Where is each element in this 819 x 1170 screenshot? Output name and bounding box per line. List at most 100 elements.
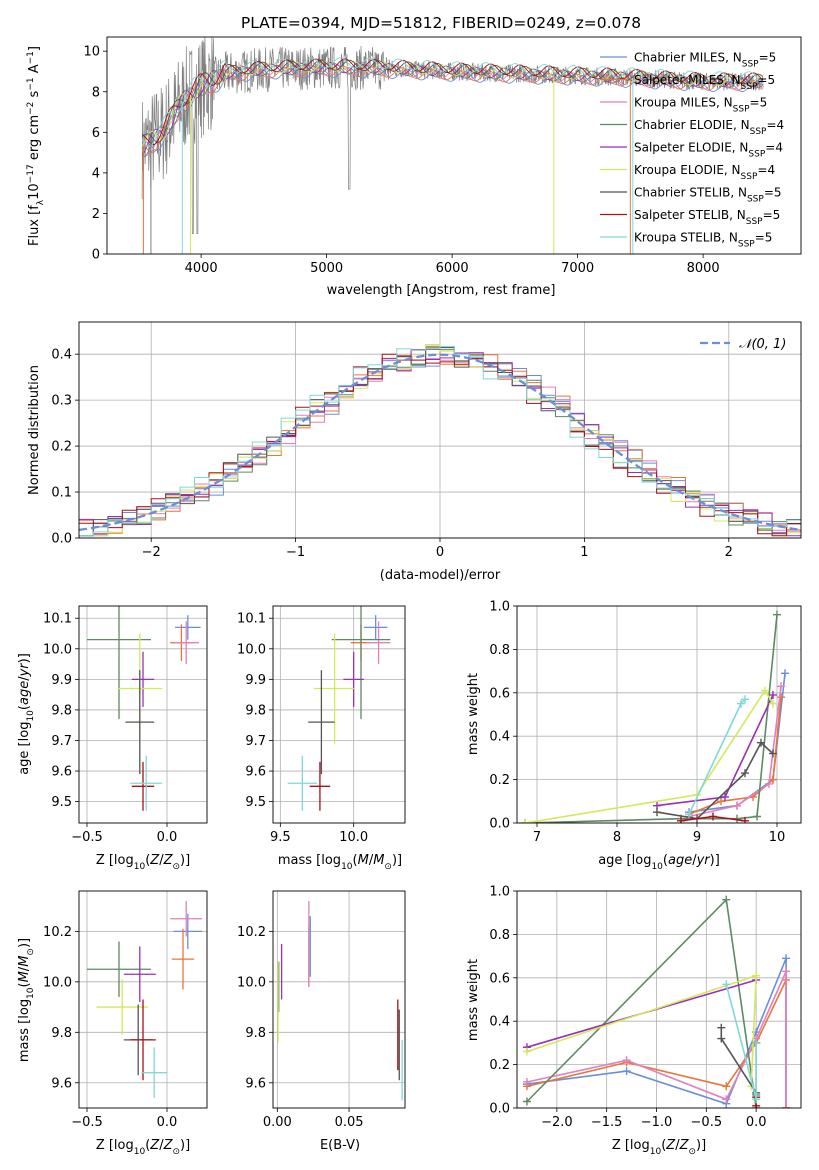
age_vs_Z-plot [87,606,201,811]
x-tick-label: −0.5 [691,1115,723,1130]
y-tick-label: 2 [92,207,100,222]
weight-marker [733,801,741,810]
normal-reference-line [79,353,801,532]
x-axis-label: (data-model)/error [380,568,501,583]
weight-line [524,614,778,823]
legend-label-part: =5 [757,73,775,87]
legend-label-part: SSP [738,240,755,250]
x-axis-label-part: ( [353,853,358,868]
y-axis-label-part: mass [log [17,999,32,1062]
axes-frame [78,605,208,824]
weight-marker [653,808,661,817]
x-axis-label-part: mass [log [278,853,341,868]
weight-marker [685,810,693,819]
x-axis-label-part: )] [710,853,720,868]
x-axis-label-part: / [369,853,374,868]
x-tick-label: 10.0 [339,830,368,845]
x-axis-label-part: ⊙ [384,862,392,872]
y-axis-label-part: s [27,90,42,101]
x-axis-label-part: / [675,1138,680,1153]
x-tick-label: −0.5 [71,830,103,845]
legend-label-part: =5 [763,208,781,222]
x-tick-label: −1.0 [641,1115,673,1130]
y-axis-label-part: / [17,966,32,971]
y-tick-label: 10.1 [237,612,266,627]
y-tick-label: 0.6 [489,971,510,986]
y-tick-label: 4 [92,166,100,181]
y-tick-label: 9.6 [245,765,266,780]
weight-marker [777,693,785,702]
weight-marker [769,749,777,758]
x-axis-label-part: )] [392,853,402,868]
y-axis-label-part: ( [17,982,32,987]
model-spectrum-line [141,58,763,145]
age_vs_mass-axes: 9.5 10.0 9.5 9.6 9.7 9.8 9.9 10.0 10.1 [237,606,405,845]
y-tick-label: 9.5 [245,795,266,810]
x-tick-label: 0.0 [157,1115,178,1130]
axes-frame [516,605,802,824]
x-axis-label-part: age [log [598,853,651,868]
x-tick-label: 0.05 [335,1115,364,1130]
weight-marker [717,1023,726,1032]
weight-marker [737,699,745,708]
legend-label-part: =5 [759,51,777,65]
weight-marker [769,690,777,699]
x-axis-label-part: Z [log [612,1138,650,1153]
y-tick-label: 9.8 [245,1026,266,1041]
weight-marker [522,1077,531,1086]
y-tick-label: 0.2 [489,1058,510,1073]
residuals-axes: −2 −1 0 1 2 0.0 0.1 0.2 0.3 0.4 [51,322,801,560]
x-axis-label: Z [log10(Z/Z⊙)] [96,1138,190,1157]
x-axis-label-part: 10 [650,1147,662,1157]
x-axis-label: Z [log10(Z/Z⊙)] [96,853,190,872]
y-axis-label: Flux [fλ10−17 erg cm−2 s−1 A−1] [26,46,46,246]
y-axis-label: mass weight [466,959,481,1041]
y-axis-label-part: M [17,956,32,967]
y-tick-label: 10.2 [43,925,72,940]
x-axis-label: age [log10(age/yr)] [598,853,720,872]
y-tick-label: 9.7 [51,734,72,749]
legend-label: 𝒩(0, 1) [739,337,786,352]
weight-marker [717,1034,726,1043]
x-tick-label: −2 [142,545,161,560]
model-spectrum-line [141,57,763,148]
legend-label: Chabrier MILES, NSSP=5 [634,51,776,70]
y-tick-label: 0.2 [489,773,510,788]
weight-marker [752,1095,761,1104]
weight-marker [753,812,761,821]
y-tick-label: 10.2 [237,925,266,940]
x-tick-label: 5000 [310,261,343,276]
x-axis-label-part: / [159,853,164,868]
y-tick-label: 9.8 [51,1026,72,1041]
legend-label-part: =5 [750,96,768,110]
weight-marker [622,1067,631,1076]
legend-label: Chabrier STELIB, NSSP=5 [634,186,782,205]
y-axis-label-part: 10 [26,987,36,999]
y-tick-label: 10 [83,45,100,60]
x-axis-label: E(B-V) [320,1138,360,1153]
x-axis-label-part: Z [163,853,174,868]
y-tick-label: 0.0 [489,817,510,832]
y-tick-label: 9.6 [245,1076,266,1091]
y-tick-label: 0.0 [489,1102,510,1117]
y-tick-label: 10.1 [43,612,72,627]
weight-marker [769,699,777,708]
x-axis-label: Z [log10(Z/Z⊙)] [612,1138,706,1157]
x-tick-label: −0.5 [71,1115,103,1130]
y-tick-label: 9.8 [245,703,266,718]
weight-marker [722,1082,731,1091]
y-tick-label: 10.0 [43,975,72,990]
y-axis-label: mass [log10(M/M⊙)] [17,938,36,1062]
legend-label-part: SSP [741,172,758,182]
y-axis-label-part: M [17,971,32,982]
axes-frame [272,605,406,824]
weight-marker [757,738,765,747]
mass_vs_Z-axes: −0.5 0.0 9.6 9.8 10.0 10.2 [43,891,207,1130]
legend-label-part: =4 [757,163,775,177]
x-axis-label: mass [log10(M/M⊙)] [278,853,402,872]
weight-marker [522,1097,531,1106]
x-tick-label: −1 [286,545,305,560]
x-tick-label: 0 [436,545,444,560]
y-tick-label: 1.0 [489,600,510,615]
legend-label: Salpeter ELODIE, NSSP=4 [634,141,783,160]
